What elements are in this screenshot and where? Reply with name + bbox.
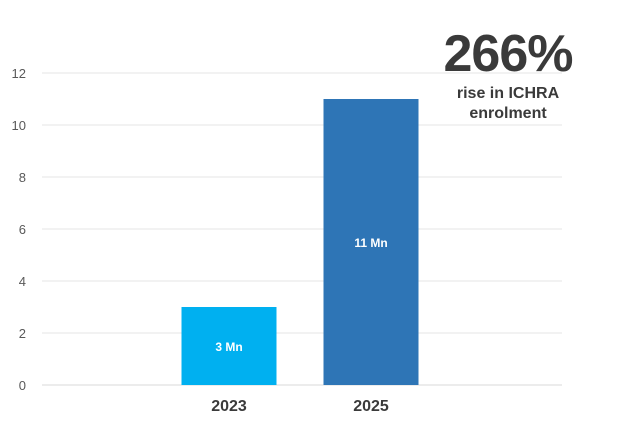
y-tick-label: 2 <box>19 326 26 341</box>
y-axis-ticks: 0 2 4 6 8 10 12 <box>12 66 26 393</box>
bars: 3 Mn 11 Mn <box>181 99 419 385</box>
y-tick-label: 6 <box>19 222 26 237</box>
callout-line-2: enrolment <box>469 105 547 122</box>
y-tick-label: 10 <box>12 118 26 133</box>
bar-2025 <box>323 99 419 385</box>
callout-line-1: rise in ICHRA <box>456 85 560 102</box>
x-tick-label: 2025 <box>353 398 389 415</box>
callout-caption: rise in ICHRA enrolment <box>432 84 584 124</box>
y-tick-label: 4 <box>19 274 26 289</box>
x-axis-labels: 2023 2025 <box>211 398 389 415</box>
y-tick-label: 0 <box>19 378 26 393</box>
bar-2023 <box>181 307 277 385</box>
data-label-2023: 3 Mn <box>215 340 242 354</box>
percent-callout: 266% <box>443 25 574 83</box>
data-label-2025: 11 Mn <box>354 236 387 250</box>
y-tick-label: 12 <box>12 66 26 81</box>
gridlines <box>42 72 562 386</box>
y-tick-label: 8 <box>19 170 26 185</box>
x-tick-label: 2023 <box>211 398 247 415</box>
